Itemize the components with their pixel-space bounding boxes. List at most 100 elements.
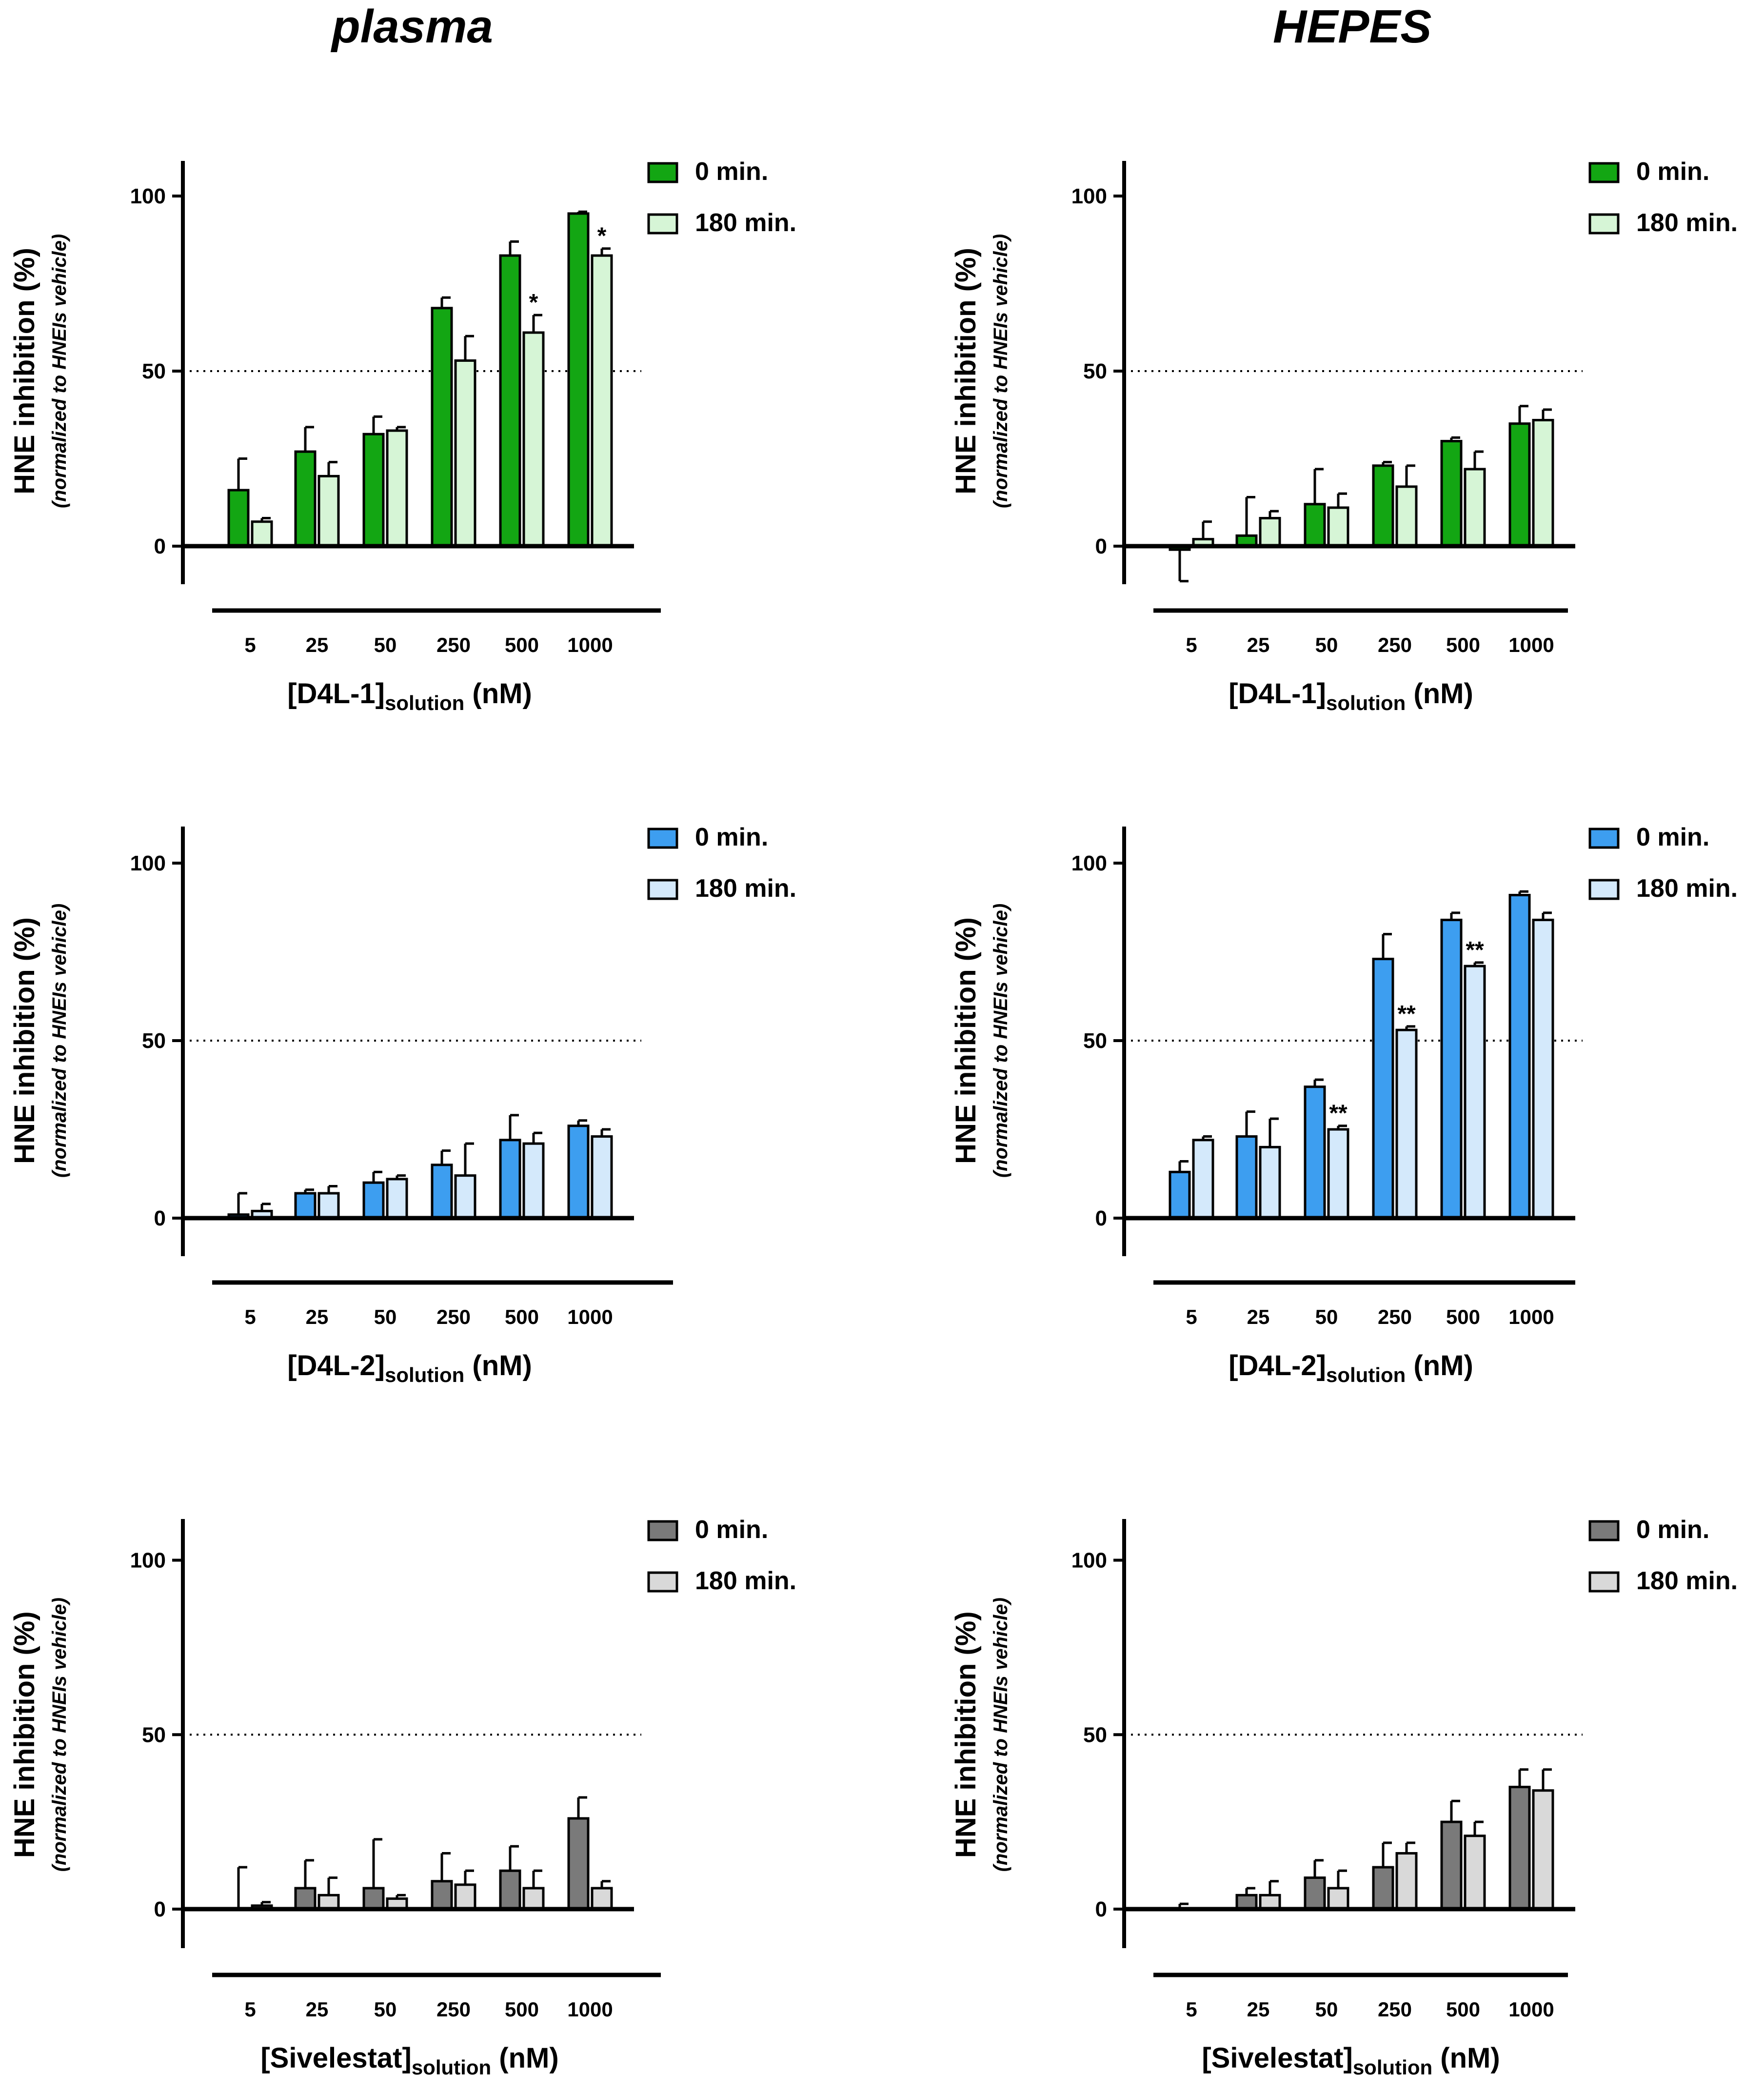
column-title-hepes: HEPES: [1273, 0, 1432, 53]
x-tick-label: 250: [436, 1998, 471, 2021]
bar-t0-250: [1372, 958, 1394, 1220]
legend-label-t0: 0 min.: [1636, 823, 1709, 851]
legend-label-t0: 0 min.: [695, 823, 768, 851]
bar-t180-25: [1259, 1145, 1281, 1220]
legend-label-t0: 0 min.: [695, 1516, 768, 1544]
x-axis-compound: [Sivelestat]: [1202, 2042, 1352, 2074]
bar-t0-1000: [1508, 894, 1531, 1220]
y-tick-label: 50: [1083, 359, 1107, 383]
bar-t0-25: [294, 1887, 317, 1911]
bar-t0-1000: [567, 212, 590, 548]
bar-t180-1000: [591, 1887, 613, 1911]
y-axis-sublabel: (normalized to HNEIs vehicle): [49, 1598, 70, 1872]
legend-swatch-t180: [647, 879, 678, 900]
x-tick-label: 5: [244, 1998, 256, 2021]
bar-t0-250: [1372, 464, 1394, 548]
legend-label-t0: 0 min.: [695, 158, 768, 186]
x-tick-label: 1000: [567, 1998, 613, 2021]
bar-t180-50: [1327, 1128, 1349, 1220]
x-axis-title: [D4L-1]solution (nM): [1229, 678, 1473, 714]
legend-swatch-t180: [1588, 879, 1620, 900]
y-tick-label: 50: [142, 1723, 166, 1747]
bar-t0-1000: [567, 1124, 590, 1220]
bar-t180-250: [1395, 1028, 1418, 1220]
significance-marker: *: [597, 223, 607, 249]
y-tick-label: 0: [154, 1897, 166, 1921]
y-axis-sublabel: (normalized to HNEIs vehicle): [49, 234, 70, 508]
x-axis-unit: (nM): [1432, 2042, 1500, 2074]
bar-t0-1000: [1508, 1786, 1531, 1911]
x-tick-label: 1000: [1508, 633, 1554, 656]
chart-hepes-d4l2: HNE inhibition (%) (normalized to HNEIs v…: [950, 823, 1738, 1386]
legend-swatch-t0: [1588, 1520, 1620, 1541]
x-tick-label: 50: [1315, 1305, 1338, 1328]
bar-t0-250: [431, 307, 453, 548]
bar-t180-250: [1395, 1852, 1418, 1911]
y-axis-sublabel: (normalized to HNEIs vehicle): [990, 234, 1011, 508]
legend-swatch-t0: [647, 1520, 678, 1541]
bar-t0-5: [227, 489, 250, 548]
y-axis-label: HNE inhibition (%): [9, 248, 40, 494]
y-tick-label: 0: [1095, 534, 1107, 558]
x-tick-label: 25: [306, 1998, 329, 2021]
bar-t0-50: [1304, 503, 1326, 548]
x-axis-unit: (nM): [491, 2042, 559, 2074]
bar-t180-50: [1327, 506, 1349, 548]
x-axis-compound: [Sivelestat]: [260, 2042, 411, 2074]
x-tick-label: 5: [1186, 633, 1197, 656]
chart-plasma-sivelestat: HNE inhibition (%) (normalized to HNEIs v…: [9, 1516, 796, 2079]
x-tick-label: 500: [505, 1305, 539, 1328]
significance-marker: *: [529, 290, 538, 316]
bar-t180-5: [251, 520, 273, 548]
x-tick-label: 1000: [567, 633, 613, 656]
legend-label-t180: 180 min.: [695, 209, 796, 237]
legend-swatch-t180: [647, 213, 678, 235]
y-tick-label: 50: [142, 1029, 166, 1053]
x-tick-label: 1000: [1508, 1305, 1554, 1328]
y-tick-label: 0: [1095, 1206, 1107, 1230]
legend-swatch-t0: [1588, 162, 1620, 183]
bar-t180-250: [454, 1883, 476, 1911]
y-tick-label: 50: [142, 359, 166, 383]
x-axis-subscript: solution: [412, 2056, 491, 2079]
bar-t180-5: [1192, 1139, 1214, 1220]
x-tick-label: 1000: [567, 1305, 613, 1328]
legend-swatch-t180: [1588, 1571, 1620, 1593]
significance-marker: **: [1397, 1001, 1416, 1027]
x-tick-label: 5: [244, 1305, 256, 1328]
y-tick-label: 100: [1071, 1549, 1107, 1573]
x-tick-label: 250: [436, 633, 471, 656]
legend-swatch-t0: [1588, 828, 1620, 849]
legend-label-t180: 180 min.: [1636, 1567, 1738, 1595]
chart-plasma-d4l2: HNE inhibition (%) (normalized to HNEIs v…: [9, 823, 796, 1386]
x-axis-subscript: solution: [1353, 2056, 1432, 2079]
bar-t0-50: [362, 1181, 385, 1220]
x-axis-title: [D4L-2]solution (nM): [287, 1350, 532, 1386]
x-tick-label: 250: [436, 1305, 471, 1328]
x-axis-title: [Sivelestat]solution (nM): [260, 2042, 558, 2079]
bar-t180-25: [317, 1192, 340, 1220]
y-tick-label: 100: [130, 184, 166, 208]
bar-t180-500: [1464, 1835, 1486, 1911]
x-tick-label: 25: [306, 633, 329, 656]
x-tick-label: 25: [1247, 1305, 1270, 1328]
x-tick-label: 500: [505, 633, 539, 656]
bar-t180-500: [522, 331, 545, 548]
x-axis-unit: (nM): [1406, 1350, 1473, 1381]
bar-t0-50: [1304, 1876, 1326, 1911]
bar-t0-500: [499, 1139, 521, 1220]
y-axis-label: HNE inhibition (%): [950, 248, 982, 494]
bar-t180-500: [522, 1142, 545, 1220]
bar-t180-500: [522, 1887, 545, 1911]
legend-label-t180: 180 min.: [695, 1567, 796, 1595]
legend-swatch-t180: [647, 1571, 678, 1593]
legend-label-t180: 180 min.: [1636, 209, 1738, 237]
x-axis-title: [D4L-1]solution (nM): [287, 678, 532, 714]
y-axis-sublabel: (normalized to HNEIs vehicle): [49, 904, 70, 1178]
bar-t180-1000: [1532, 419, 1554, 548]
chart-hepes-d4l1: HNE inhibition (%) (normalized to HNEIs v…: [950, 158, 1738, 714]
y-axis-label: HNE inhibition (%): [9, 917, 40, 1164]
bar-t0-500: [1440, 1820, 1463, 1911]
bar-t0-50: [1304, 1085, 1326, 1220]
